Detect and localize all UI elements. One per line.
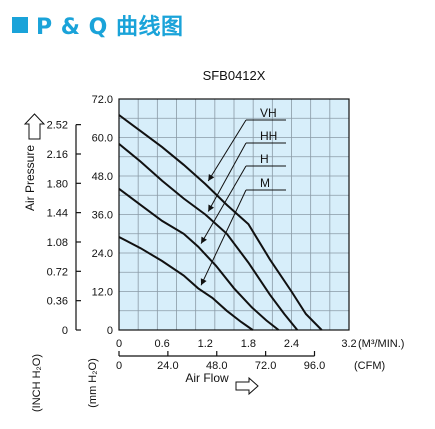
y-secondary-tick-label: 1.08 bbox=[47, 237, 68, 249]
y-primary-unit: (mm H₂O) bbox=[87, 358, 99, 407]
series-line-m bbox=[118, 236, 254, 331]
y-secondary-tick-label: 2.16 bbox=[47, 149, 68, 161]
series-line-h bbox=[118, 187, 280, 331]
y-secondary-label: Air Pressure bbox=[23, 145, 37, 211]
x-primary-tick-label: 3.2 bbox=[341, 338, 356, 350]
header-square-icon bbox=[12, 17, 28, 33]
y-primary-tick-label: 72.0 bbox=[92, 94, 113, 106]
x-secondary-tick-label: 72.0 bbox=[255, 360, 276, 372]
x-axis-arrow-icon bbox=[235, 376, 259, 396]
series-label-vh: VH bbox=[260, 106, 277, 120]
x-secondary-tick-label: 24.0 bbox=[157, 360, 178, 372]
series-label-h: H bbox=[260, 152, 269, 166]
series-leader-arrowhead bbox=[200, 278, 207, 286]
x-primary-tick-label: 0.6 bbox=[154, 338, 169, 350]
series-label-m: M bbox=[260, 176, 270, 190]
y-secondary-tick-label: 1.44 bbox=[47, 208, 68, 220]
x-primary-tick-label: 0 bbox=[116, 338, 122, 350]
y-secondary-tick-label: 0 bbox=[62, 325, 68, 337]
series-leader-arrowhead bbox=[208, 174, 215, 182]
page-title: P & Q 曲线图 bbox=[36, 15, 184, 40]
series-leader-arrowhead bbox=[208, 204, 215, 212]
page-header: P & Q 曲线图 bbox=[12, 10, 184, 40]
x-secondary-label: Air Flow bbox=[185, 371, 229, 385]
chart-title: SFB0412X bbox=[203, 68, 266, 83]
y-primary-tick-label: 60.0 bbox=[92, 133, 113, 145]
y-primary-tick-label: 36.0 bbox=[92, 210, 113, 222]
series-leader-arrowhead bbox=[201, 236, 207, 244]
y-secondary-tick-label: 0.72 bbox=[47, 266, 68, 278]
series-line-hh bbox=[118, 143, 299, 331]
plot-frame bbox=[118, 98, 350, 331]
x-primary-tick-label: 2.4 bbox=[284, 338, 299, 350]
x-secondary-tick-label: 48.0 bbox=[206, 360, 227, 372]
y-primary-tick-label: 24.0 bbox=[92, 248, 113, 260]
series-leader-line bbox=[200, 189, 247, 286]
y-axis-arrow-icon bbox=[23, 113, 46, 140]
y-primary-tick-label: 48.0 bbox=[92, 171, 113, 183]
y-secondary-tick-label: 1.80 bbox=[47, 178, 68, 190]
x-secondary-unit: (CFM) bbox=[354, 360, 385, 372]
x-secondary-tick-label: 0 bbox=[116, 360, 122, 372]
y-primary-tick-label: 0 bbox=[107, 325, 113, 337]
y-primary-tick-label: 12.0 bbox=[92, 287, 113, 299]
y-secondary-tick-label: 2.52 bbox=[47, 120, 68, 132]
series-leader-line bbox=[207, 119, 247, 182]
y-secondary-unit: (INCH H₂O) bbox=[31, 354, 43, 412]
x-primary-tick-label: 1.8 bbox=[241, 338, 256, 350]
x-primary-unit: (M³/MIN.) bbox=[358, 338, 404, 350]
x-primary-tick-label: 1.2 bbox=[198, 338, 213, 350]
series-leader-line bbox=[200, 165, 247, 244]
x-secondary-tick-label: 96.0 bbox=[304, 360, 325, 372]
series-line-vh bbox=[118, 114, 323, 331]
series-label-hh: HH bbox=[260, 129, 277, 143]
y-secondary-tick-label: 0.36 bbox=[47, 296, 68, 308]
series-leader-line bbox=[207, 142, 247, 212]
